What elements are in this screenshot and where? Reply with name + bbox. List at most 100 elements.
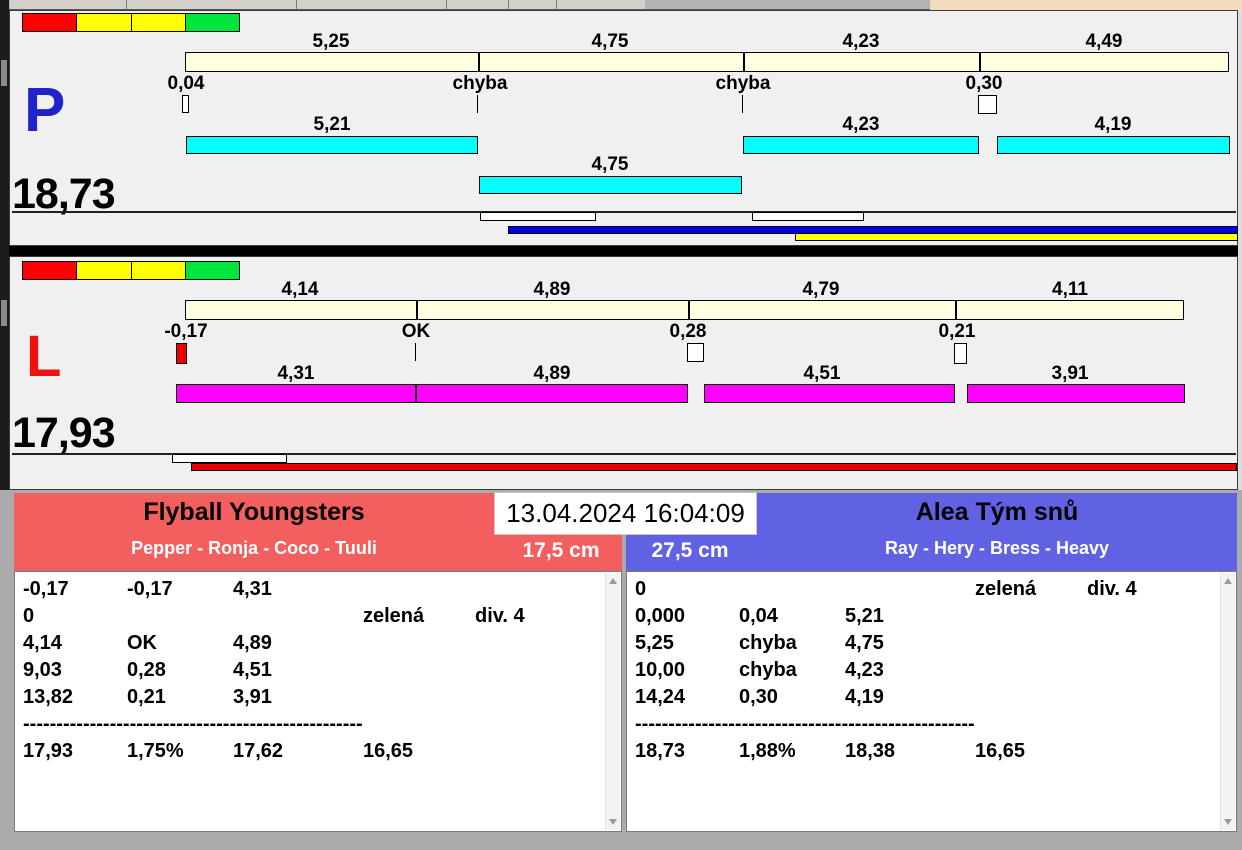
dog-time-bar	[186, 136, 478, 154]
cross-time-label: 0,21	[938, 321, 976, 342]
split-time-label: 4,75	[591, 31, 629, 52]
box-time-bar	[172, 454, 287, 463]
log-row: 5,25 chyba 4,75	[635, 632, 884, 654]
dog-time-label: 4,23	[842, 114, 880, 135]
panel-divider-line	[12, 453, 1236, 455]
log-separator: ----------------------------------------…	[23, 713, 363, 735]
dog-time-bar	[479, 176, 742, 194]
dog-time-bar	[704, 384, 955, 403]
traffic-light-l	[22, 261, 240, 280]
traffic-light-green	[185, 14, 239, 31]
traffic-light-yellow-1	[77, 14, 132, 31]
progress-bar-red	[191, 463, 1237, 471]
cross-time-label: 0,04	[167, 73, 205, 94]
split-time-label: 4,79	[802, 279, 840, 300]
split-divider	[478, 53, 480, 71]
scroll-down-icon[interactable]	[1224, 819, 1232, 825]
traffic-light-yellow-2	[131, 262, 186, 279]
result-log-left-text: -0,17 -0,17 4,31 0 zelená div. 4 4,14 OK 4,89 …	[23, 576, 601, 765]
result-log-right-text: 0 zelená div. 4 0,000 0,04 5,21 5,25 chyba 4,7…	[635, 576, 1216, 765]
team-dogs-right: Ray - Hery - Bress - Heavy	[884, 538, 1110, 558]
log-totals-row: 18,73 1,88% 18,38 16,65	[635, 740, 1026, 762]
log-row: 10,00 chyba 4,23	[635, 659, 884, 681]
cross-time-label: chyba	[715, 73, 771, 94]
log-row: -0,17 -0,17 4,31	[23, 578, 272, 600]
cross-marker-tick	[742, 95, 743, 113]
split-divider	[688, 301, 690, 319]
split-time-label: 5,25	[312, 31, 350, 52]
total-time-l: 17,93	[12, 409, 116, 457]
scroll-up-icon[interactable]	[1224, 578, 1232, 584]
cross-marker-box	[954, 343, 967, 364]
cross-marker-early	[176, 343, 187, 364]
box-time-bar	[480, 212, 596, 221]
dog-time-bar	[416, 384, 688, 403]
log-row: 4,14 OK 4,89	[23, 632, 272, 654]
panel-separator	[9, 246, 1242, 256]
log-row: 0 zelená div. 4	[23, 605, 525, 627]
panel-divider-line	[12, 211, 1236, 213]
dog-time-label: 4,75	[591, 154, 629, 175]
scrollbar[interactable]	[605, 573, 620, 830]
traffic-light-p	[22, 13, 240, 32]
dog-time-label: 4,19	[1094, 114, 1132, 135]
background-window-edge	[930, 0, 1242, 10]
split-time-label: 4,49	[1085, 31, 1123, 52]
lane-panel-p	[9, 10, 1238, 246]
result-log-left[interactable]: -0,17 -0,17 4,31 0 zelená div. 4 4,14 OK 4,89 …	[14, 571, 622, 832]
cross-marker-box	[687, 343, 704, 362]
log-row: 14,24 0,30 4,19	[635, 686, 884, 708]
traffic-light-yellow-2	[131, 14, 186, 31]
dog-time-label: 4,89	[533, 363, 571, 384]
dog-time-label: 4,31	[277, 363, 315, 384]
cross-marker-box	[978, 95, 997, 114]
lane-letter-l: L	[26, 324, 62, 389]
scroll-down-icon[interactable]	[609, 819, 617, 825]
result-log-right[interactable]: 0 zelená div. 4 0,000 0,04 5,21 5,25 chyba 4,7…	[626, 571, 1237, 832]
dog-time-bar	[743, 136, 979, 154]
split-time-bar-p	[185, 52, 1229, 72]
box-time-bar	[752, 212, 864, 221]
split-time-label: 4,11	[1052, 279, 1088, 300]
split-time-label: 4,89	[533, 279, 571, 300]
window-right-edge	[1238, 10, 1242, 490]
cross-time-label: chyba	[452, 73, 508, 94]
log-row: 9,03 0,28 4,51	[23, 659, 272, 681]
window-left-edge	[0, 0, 9, 490]
log-row: 13,82 0,21 3,91	[23, 686, 272, 708]
progress-bar-yellow	[795, 233, 1238, 241]
cross-time-label: 0,30	[965, 73, 1003, 94]
timestamp: 13.04.2024 16:04:09	[494, 492, 757, 535]
total-time-p: 18,73	[12, 170, 116, 218]
lane-letter-p: P	[24, 76, 66, 145]
log-row: 0,000 0,04 5,21	[635, 605, 884, 627]
log-separator: ----------------------------------------…	[635, 713, 975, 735]
cross-marker-tick	[477, 95, 478, 113]
split-time-label: 4,14	[281, 279, 319, 300]
dog-time-label: 4,51	[803, 363, 841, 384]
dog-time-label: 5,21	[313, 114, 351, 135]
log-totals-row: 17,93 1,75% 17,62 16,65	[23, 740, 414, 762]
traffic-light-red	[23, 262, 78, 279]
dog-time-bar	[997, 136, 1230, 154]
dog-time-bar	[967, 384, 1185, 403]
dog-time-bar	[176, 384, 416, 403]
split-divider	[416, 301, 418, 319]
cross-marker-box	[182, 95, 189, 113]
scrollbar[interactable]	[1220, 573, 1235, 830]
traffic-light-green	[185, 262, 239, 279]
lane-panel-l	[9, 256, 1238, 490]
cross-time-label: OK	[401, 321, 431, 342]
team-dogs-left: Pepper - Ronja - Coco - Tuuli	[131, 538, 377, 558]
toolbar-buttons[interactable]	[10, 0, 645, 9]
split-divider	[979, 53, 981, 71]
dog-time-label: 3,91	[1051, 363, 1089, 384]
split-time-bar-l	[185, 300, 1184, 320]
jump-height-right: 27,5 cm	[651, 539, 729, 562]
scroll-up-icon[interactable]	[609, 578, 617, 584]
jump-height-left: 17,5 cm	[522, 539, 600, 562]
cross-time-label: 0,28	[669, 321, 707, 342]
cross-marker-tick	[415, 343, 416, 361]
traffic-light-yellow-1	[77, 262, 132, 279]
